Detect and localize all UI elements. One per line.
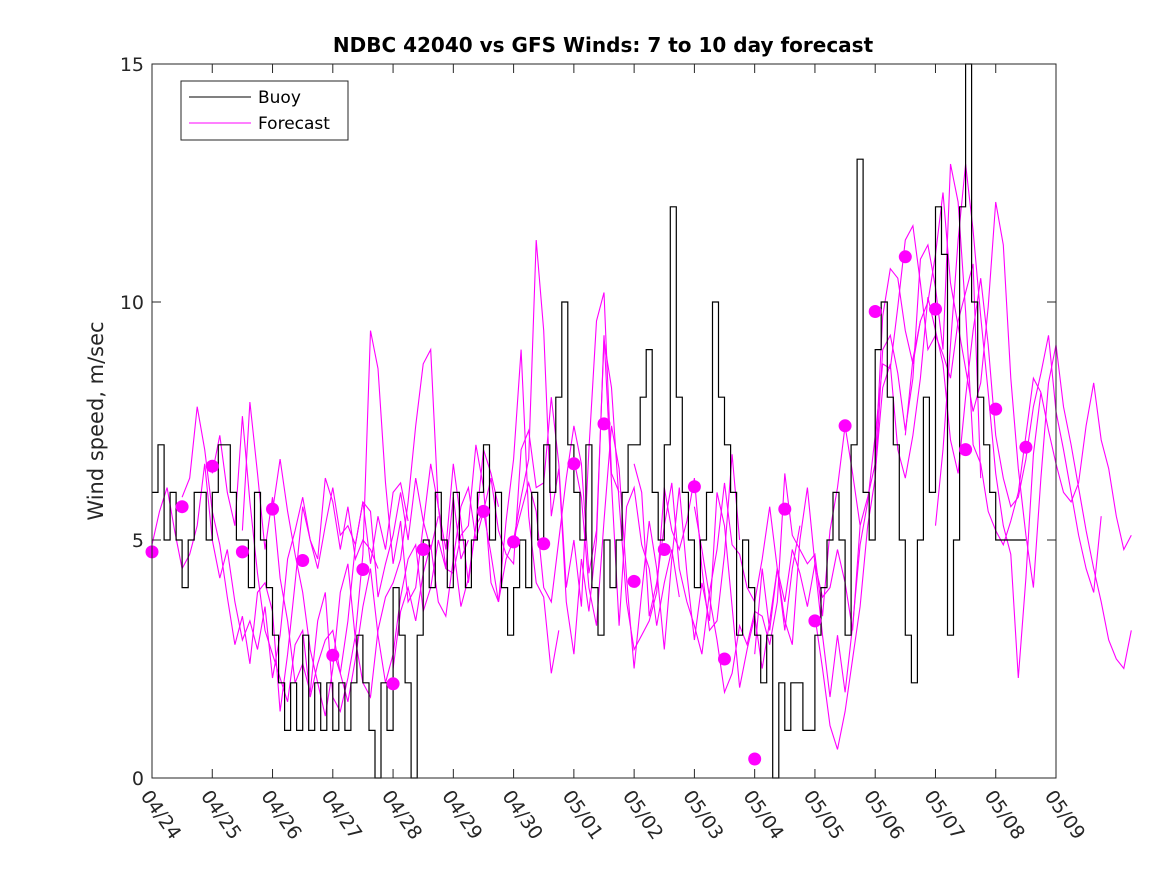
forecast-run-line-15 [904,192,1132,670]
forecast-point [507,535,521,549]
chart-title: NDBC 42040 vs GFS Winds: 7 to 10 day for… [333,33,874,57]
forecast-run-line-9 [573,425,801,688]
forecast-point [597,417,611,431]
legend-box [180,80,349,141]
y-tick-label: 15 [120,54,144,76]
forecast-point [657,543,671,556]
legend: Buoy Forecast [180,80,349,141]
forecast-point [687,480,701,494]
forecast-point [416,543,430,556]
forecast-run-line-1 [181,406,409,712]
forecast-point [718,652,731,666]
axes-frame [151,63,1057,779]
forecast-point [627,574,641,588]
y-axis-label: Wind speed, m/sec [84,321,108,520]
plot-area: 04/24 04/25 04/26 04/27 04/28 04/29 04/30 05/01… [120,54,1132,844]
y-tick-label: 10 [120,292,144,314]
forecast-run-line-14 [874,278,1102,593]
forecast-run-line-7 [452,240,680,655]
forecast-point [838,419,852,433]
forecast-point [477,504,490,518]
legend-forecast-label: Forecast [258,114,330,134]
forecast-run-line-8 [513,340,741,652]
forecast-point [778,502,792,516]
forecast-point [1019,440,1033,454]
forecast-run-line-12 [754,224,982,698]
forecast-run-line-4 [271,347,500,717]
buoy-series-line [152,63,1026,779]
forecast-run-line-2 [211,416,439,702]
forecast-point [326,648,340,662]
forecast-point [537,537,551,551]
forecast-point [929,302,942,316]
y-tick-label: 0 [132,768,144,790]
forecast-run-line-10 [633,463,861,655]
forecast-point [235,545,249,559]
forecast-run-line-16 [934,163,1132,679]
legend-buoy-label: Buoy [258,88,301,108]
forecast-point [386,677,400,691]
forecast-point [898,250,912,264]
forecast-point [567,457,581,471]
forecast-run-line-6 [392,292,620,669]
forecast-point [296,554,310,567]
forecast-run-line-11 [693,267,921,695]
forecast-point [808,614,822,628]
forecast-run-line-0 [151,463,379,679]
forecast-point [748,752,762,766]
forecast-point [266,502,279,516]
y-tick-label: 5 [132,530,144,552]
forecast-point [989,402,1003,416]
forecast-run-line-13 [814,163,1042,750]
forecast-point [205,459,219,473]
forecast-run-line-5 [332,349,560,702]
forecast-point [868,305,882,318]
forecast-point [959,443,973,457]
forecast-point [175,500,189,514]
forecast-point [356,563,370,576]
